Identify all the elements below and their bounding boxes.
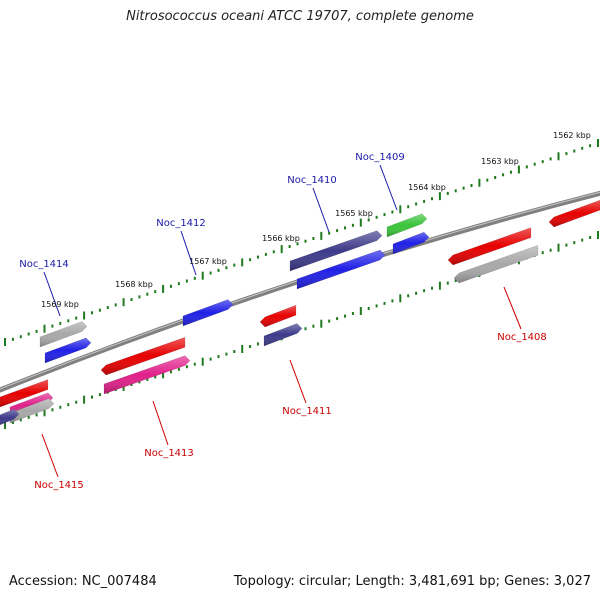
gene-red	[259, 304, 297, 328]
gene-label-noc-1414-leader	[43, 271, 61, 317]
gene-label-noc-1413-leader	[152, 400, 169, 446]
gene-navy	[263, 323, 303, 347]
gene-gray	[453, 244, 539, 284]
gene-callouts: Noc_1409 Noc_1410 Noc_1412 Noc_1414 Noc_1408…	[19, 152, 547, 491]
map-title: Nitrosococcus oceani ATCC 19707, complet…	[126, 9, 474, 24]
scale-label: 1564 kbp	[408, 183, 446, 192]
gene-red	[0, 379, 49, 408]
gene-label-noc-1414: Noc_1414	[19, 259, 69, 270]
gene-label-noc-1408-leader	[503, 286, 522, 330]
gene-label-noc-1408: Noc_1408	[497, 332, 547, 343]
gene-gray	[39, 321, 88, 348]
backbone-highlight	[0, 191, 600, 390]
gene-label-noc-1409-leader	[379, 164, 398, 211]
gene-red	[447, 227, 532, 266]
gene-pink	[103, 355, 191, 395]
gene-label-noc-1411: Noc_1411	[282, 406, 332, 417]
gene-blue	[392, 231, 430, 255]
gene-label-noc-1413: Noc_1413	[144, 448, 194, 459]
gene-red	[548, 199, 600, 228]
gene-red	[100, 336, 186, 376]
gene-gray	[9, 398, 55, 424]
gene-label-noc-1412: Noc_1412	[156, 218, 206, 229]
genome-summary-text: Topology: circular; Length: 3,481,691 bp…	[233, 574, 591, 589]
gene-navy	[0, 408, 20, 426]
scale-label: 1567 kbp	[189, 257, 227, 266]
genome-backbone	[0, 190, 600, 393]
scale-label: 1563 kbp	[481, 157, 519, 166]
accession-text: Accession: NC_007484	[9, 574, 157, 589]
gene-label-noc-1415: Noc_1415	[34, 480, 84, 491]
scale-label: 1562 kbp	[553, 131, 591, 140]
backbone-arc	[0, 190, 600, 393]
gene-label-noc-1411-leader	[289, 359, 307, 404]
gene-blue	[296, 249, 386, 290]
scale-labels: 1562 kbp 1563 kbp 1564 kbp 1565 kbp 1566 kbp…	[41, 131, 591, 309]
scale-label: 1568 kbp	[115, 280, 153, 289]
scale-label: 1566 kbp	[262, 234, 300, 243]
gene-label-noc-1410-leader	[312, 187, 330, 233]
scale-label: 1569 kbp	[41, 300, 79, 309]
gene-blue	[44, 337, 92, 364]
gene-blue	[182, 299, 234, 327]
gene-label-noc-1409: Noc_1409	[355, 152, 405, 163]
gene-features	[0, 199, 600, 426]
gene-navy	[289, 230, 383, 272]
scale-label: 1565 kbp	[335, 209, 373, 218]
gene-label-noc-1410: Noc_1410	[287, 175, 337, 186]
gene-green	[386, 213, 428, 238]
gene-label-noc-1415-leader	[41, 433, 59, 478]
gene-label-noc-1412-leader	[180, 230, 197, 276]
